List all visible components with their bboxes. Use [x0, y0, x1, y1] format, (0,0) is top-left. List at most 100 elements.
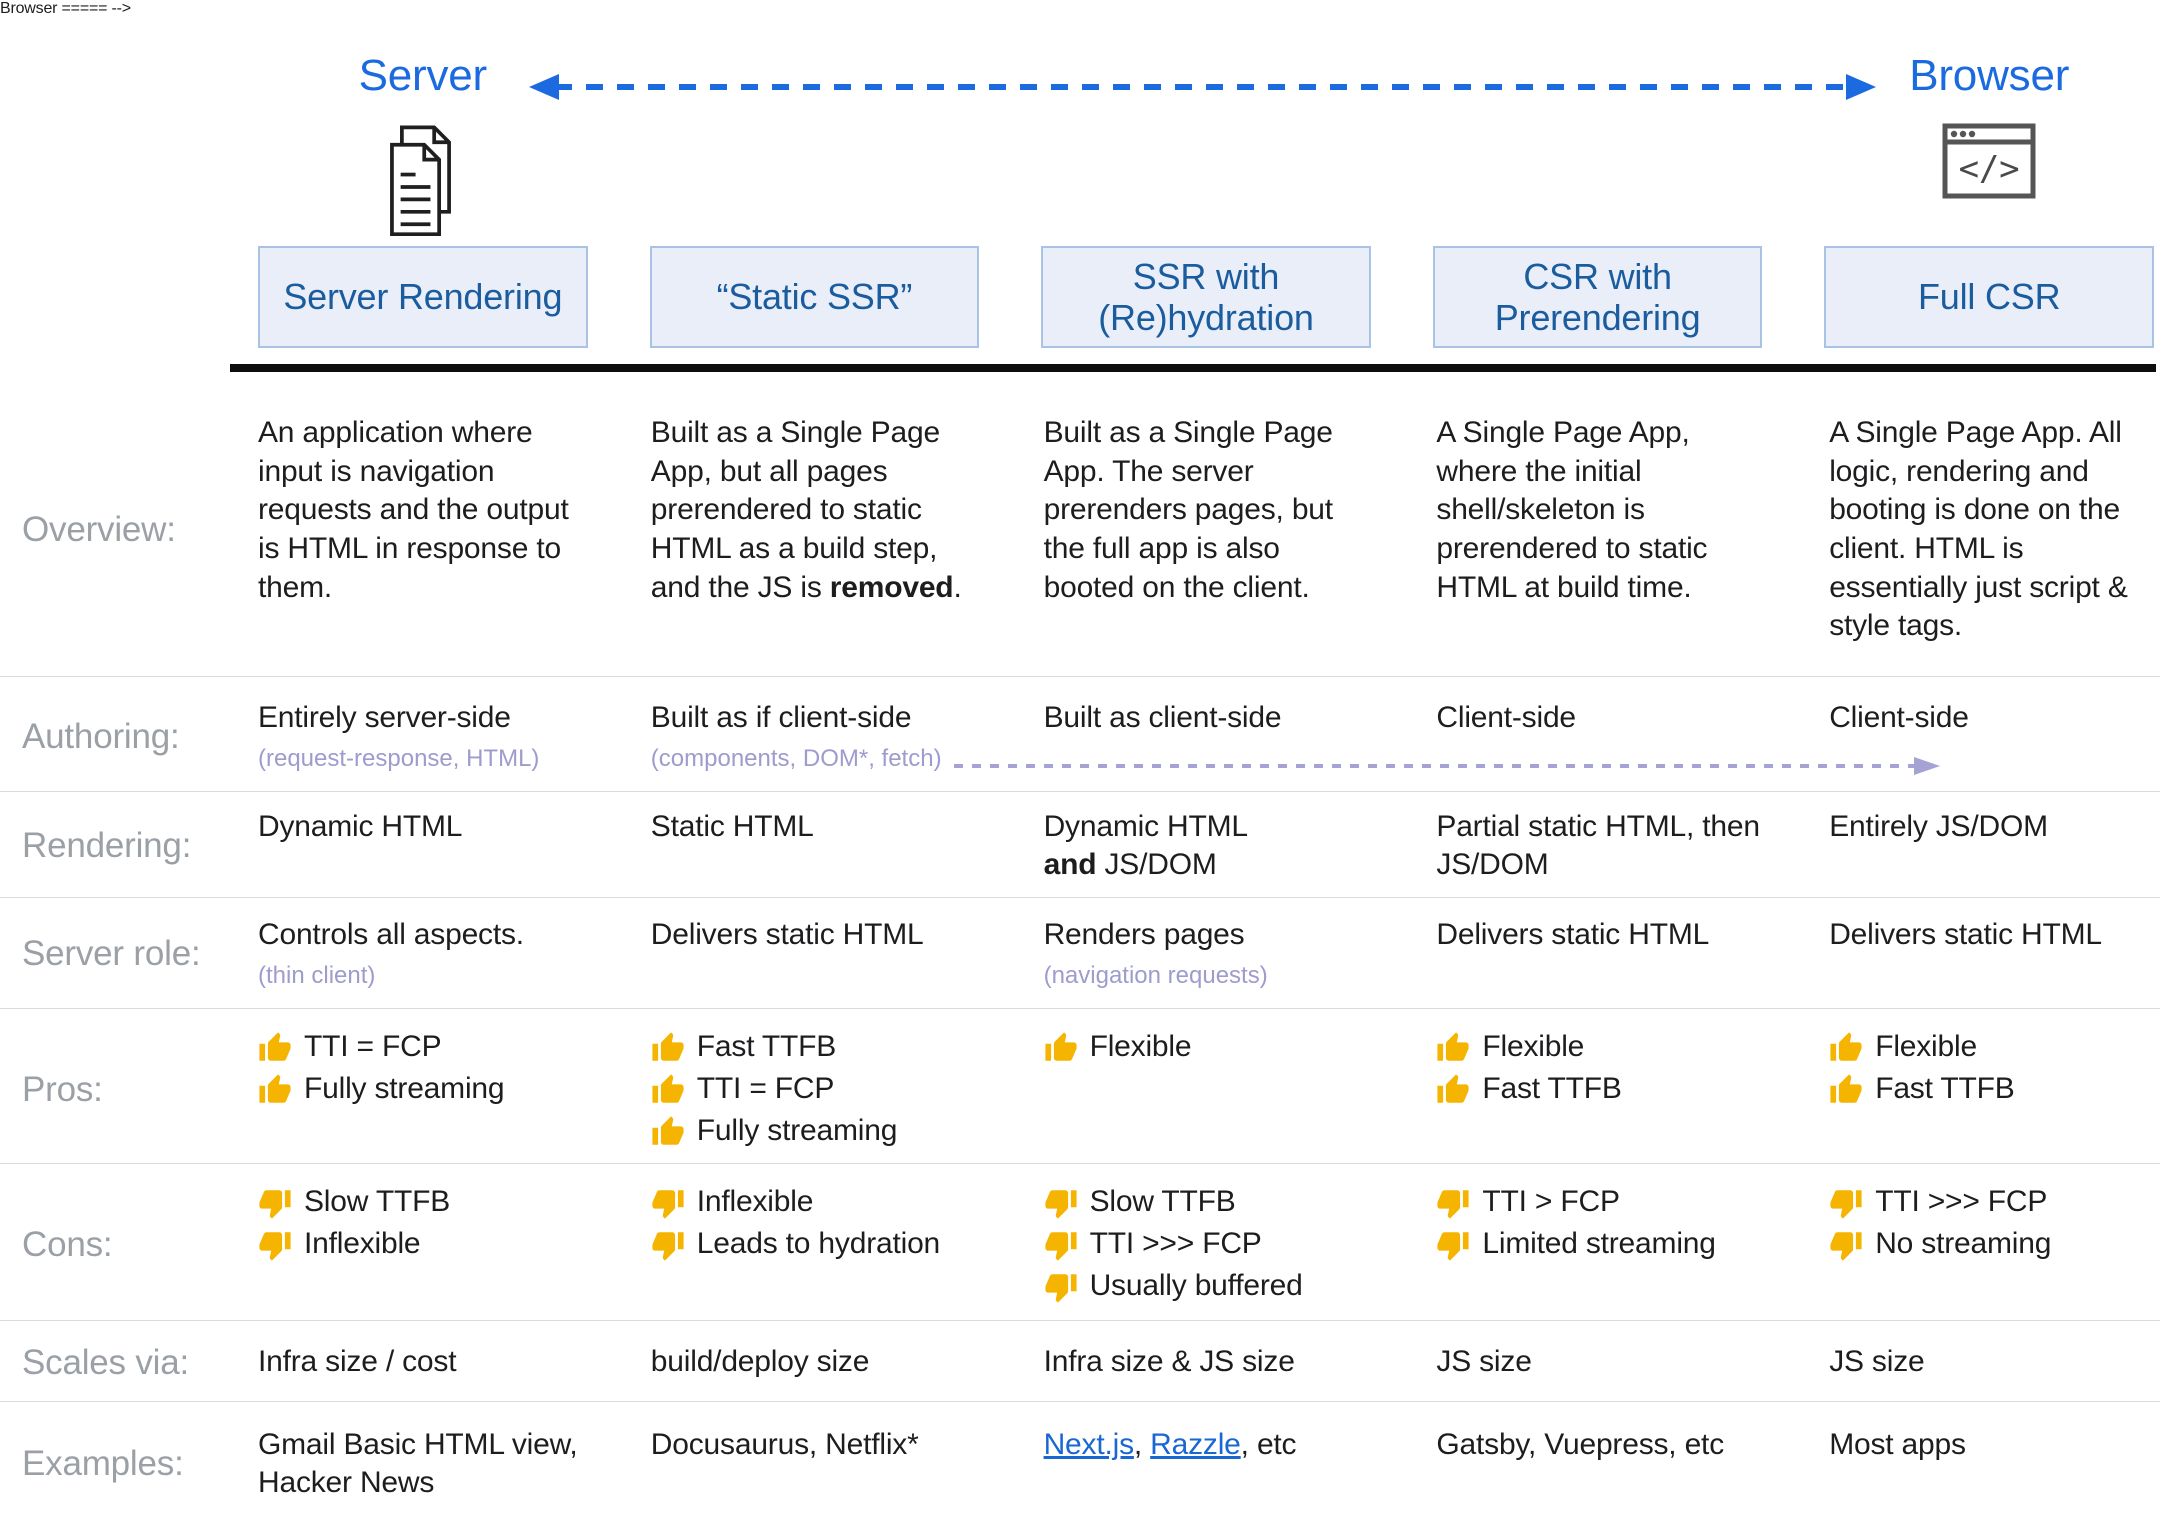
- con-item-text: No streaming: [1875, 1227, 2052, 1261]
- server-browser-axis: Server: [0, 18, 2160, 240]
- rendering-csr-prerendering: Partial static HTML, then JS/DOM: [1436, 809, 1760, 882]
- examples-csr-prerendering: Gatsby, Vuepress, etc: [1436, 1427, 1724, 1461]
- pros-server-rendering: TTI = FCP Fully streaming: [258, 1027, 589, 1153]
- thumbs-down-icon: [258, 1228, 292, 1262]
- authoring-note: (request-response, HTML): [258, 744, 540, 772]
- con-item-text: Inflexible: [304, 1227, 421, 1261]
- document-pages-icon: [382, 122, 464, 242]
- razzle-link[interactable]: Razzle: [1150, 1427, 1241, 1461]
- thumbs-up-icon: [651, 1031, 685, 1065]
- row-examples: Examples: Gmail Basic HTML view, Hacker …: [0, 1402, 2160, 1523]
- server-role-server-rendering: Controls all aspects. (thin client): [258, 916, 589, 992]
- authoring-note: (components, DOM*, fetch): [650, 744, 942, 772]
- authoring-value: Built as client-side: [1043, 701, 1282, 735]
- scales-csr-prerendering: JS size: [1436, 1344, 1532, 1378]
- overview-csr-prerendering: A Single Page App, where the initial she…: [1436, 416, 1708, 604]
- thumbs-down-icon: [1044, 1186, 1078, 1220]
- column-title: “Static SSR”: [716, 276, 913, 318]
- row-cons: Cons: Slow TTFB Inflexible Inflexible Le…: [0, 1164, 2160, 1321]
- browser-endpoint: Browser </>: [1824, 51, 2154, 242]
- authoring-full-csr: Client-side: [1829, 699, 2160, 775]
- cons-full-csr: TTI >>> FCP No streaming: [1829, 1182, 2160, 1308]
- pro-item-text: Fully streaming: [304, 1072, 505, 1106]
- authoring-server-rendering: Entirely server-side (request-response, …: [258, 699, 589, 775]
- rendering-text: JS/DOM: [1096, 848, 1217, 882]
- pro-item-text: TTI = FCP: [304, 1030, 442, 1064]
- thumbs-down-icon: [651, 1228, 685, 1262]
- authoring-value: Built as if client-side: [650, 701, 912, 735]
- row-label-scales-via: Scales via:: [22, 1342, 190, 1382]
- pros-csr-prerendering: Flexible Fast TTFB: [1436, 1027, 1767, 1153]
- row-label-overview: Overview:: [22, 510, 176, 550]
- authoring-ssr-rehydration: Built as client-side: [1044, 699, 1375, 775]
- authoring-static-ssr: Built as if client-side (components, DOM…: [651, 699, 982, 775]
- scales-full-csr: JS size: [1829, 1344, 1925, 1378]
- column-header-server-rendering: Server Rendering: [258, 246, 588, 348]
- row-label-examples: Examples:: [22, 1444, 184, 1484]
- column-title: Server Rendering: [283, 276, 563, 318]
- nextjs-link[interactable]: Next.js: [1043, 1427, 1134, 1461]
- pro-item-text: Flexible: [1875, 1030, 1977, 1064]
- cons-csr-prerendering: TTI > FCP Limited streaming: [1436, 1182, 1767, 1308]
- authoring-value: Client-side: [1829, 701, 1969, 735]
- row-server-role: Server role: Controls all aspects. (thin…: [0, 898, 2160, 1009]
- scales-server-rendering: Infra size / cost: [258, 1344, 457, 1378]
- server-role-csr-prerendering: Delivers static HTML: [1436, 918, 1710, 952]
- con-item-text: Leads to hydration: [696, 1227, 941, 1261]
- server-role-note: (thin client): [258, 961, 376, 989]
- browser-window-icon: </>: [1941, 122, 2037, 200]
- thumbs-down-icon: [1436, 1228, 1470, 1262]
- header-divider: [230, 364, 2156, 372]
- thumbs-up-icon: [258, 1073, 292, 1107]
- authoring-value: Client-side: [1436, 701, 1576, 735]
- thumbs-up-icon: [258, 1031, 292, 1065]
- pro-item-text: Fully streaming: [696, 1114, 898, 1148]
- overview-bold-text: removed: [829, 570, 954, 604]
- row-label-server-role: Server role:: [22, 933, 201, 973]
- overview-text: .: [953, 570, 962, 604]
- thumbs-up-icon: [1436, 1073, 1470, 1107]
- authoring-value: Entirely server-side: [258, 701, 511, 735]
- thumbs-down-icon: [1829, 1228, 1863, 1262]
- scales-static-ssr: build/deploy size: [650, 1344, 870, 1378]
- authoring-trend-arrow: [952, 755, 1942, 777]
- row-authoring: Authoring: Entirely server-side (request…: [0, 677, 2160, 792]
- thumbs-up-icon: [651, 1073, 685, 1107]
- con-item-text: Limited streaming: [1482, 1227, 1716, 1261]
- thumbs-up-icon: [651, 1115, 685, 1149]
- row-label-cons: Cons:: [22, 1224, 113, 1264]
- examples-static-ssr: Docusaurus, Netflix*: [650, 1427, 919, 1461]
- thumbs-down-icon: [1436, 1186, 1470, 1220]
- con-item-text: Inflexible: [696, 1185, 814, 1219]
- authoring-csr-prerendering: Client-side: [1436, 699, 1767, 775]
- rendering-bold-text: and: [1043, 848, 1097, 882]
- overview-text: Built as a Single Page App, but all page…: [650, 416, 940, 604]
- pro-item-text: Flexible: [1089, 1030, 1192, 1064]
- con-item-text: TTI >>> FCP: [1089, 1227, 1262, 1261]
- con-item-text: TTI >>> FCP: [1875, 1185, 2048, 1219]
- server-role-value: Controls all aspects.: [258, 918, 524, 952]
- svg-text:</>: </>: [1959, 149, 2020, 189]
- row-pros: Pros: TTI = FCP Fully streaming Fast TTF…: [0, 1009, 2160, 1164]
- overview-static-ssr: Built as a Single Page App, but all page…: [651, 414, 982, 646]
- examples-full-csr: Most apps: [1829, 1427, 1966, 1461]
- pro-item-text: Fast TTFB: [1482, 1072, 1622, 1106]
- server-role-full-csr: Delivers static HTML: [1829, 918, 2102, 952]
- column-title: SSR with (Re)hydration: [1098, 255, 1314, 338]
- scales-ssr-rehydration: Infra size & JS size: [1043, 1344, 1295, 1378]
- row-label-authoring: Authoring:: [22, 716, 180, 756]
- rendering-full-csr: Entirely JS/DOM: [1829, 809, 2048, 843]
- rendering-server-rendering: Dynamic HTML: [258, 809, 463, 843]
- thumbs-up-icon: [1829, 1031, 1863, 1065]
- overview-ssr-rehydration: Built as a Single Page App. The server p…: [1043, 416, 1334, 604]
- column-headers: Server Rendering “Static SSR” SSR with (…: [0, 246, 2160, 348]
- thumbs-up-icon: [1436, 1031, 1470, 1065]
- con-item-text: TTI > FCP: [1482, 1185, 1620, 1219]
- browser-label: Browser: [1909, 51, 2070, 100]
- rendering-static-ssr: Static HTML: [650, 809, 814, 843]
- rendering-ssr-rehydration: Dynamic HTML and JS/DOM: [1044, 808, 1375, 885]
- thumbs-down-icon: [1044, 1270, 1078, 1304]
- con-item-text: Slow TTFB: [304, 1185, 451, 1219]
- pro-item-text: TTI = FCP: [696, 1072, 835, 1106]
- pro-item-text: Fast TTFB: [1875, 1072, 2015, 1106]
